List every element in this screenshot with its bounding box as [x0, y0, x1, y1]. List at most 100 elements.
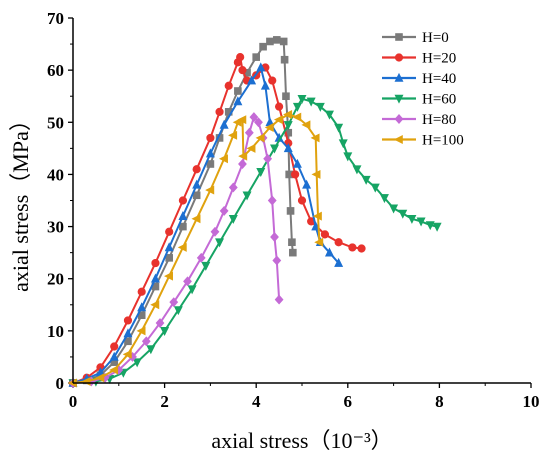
- data-point: [256, 168, 266, 177]
- data-point: [233, 96, 243, 106]
- x-tick-label: 10: [523, 392, 540, 411]
- data-point: [361, 175, 371, 185]
- data-point: [178, 196, 188, 205]
- data-point: [292, 158, 302, 168]
- data-point: [279, 37, 288, 46]
- data-point: [192, 179, 202, 189]
- data-point: [297, 196, 307, 205]
- data-point: [425, 221, 435, 231]
- data-point: [205, 148, 215, 158]
- series-4: [68, 95, 442, 389]
- data-point: [228, 130, 238, 140]
- series-6: [67, 109, 324, 388]
- data-point: [238, 66, 247, 75]
- data-point: [398, 209, 408, 219]
- legend-item: H=0: [382, 30, 449, 46]
- x-tick-label: 2: [160, 392, 169, 411]
- data-point: [177, 242, 187, 252]
- data-point: [150, 273, 160, 283]
- data-point: [219, 205, 229, 216]
- legend-marker: [395, 33, 403, 41]
- data-point: [291, 170, 300, 179]
- data-point: [244, 127, 254, 138]
- data-point: [280, 55, 289, 64]
- data-point: [267, 195, 277, 206]
- series-line: [72, 115, 281, 384]
- data-point: [110, 342, 119, 351]
- data-point: [370, 183, 380, 193]
- data-point: [310, 133, 320, 143]
- data-point: [247, 75, 257, 85]
- y-tick-label: 30: [47, 218, 64, 237]
- data-point: [268, 76, 277, 85]
- data-point: [137, 302, 147, 312]
- data-point: [297, 95, 307, 104]
- data-point: [183, 276, 192, 287]
- legend-label: H=60: [422, 92, 456, 108]
- data-point: [275, 102, 284, 111]
- data-point: [123, 316, 133, 325]
- data-point: [137, 287, 146, 296]
- legend-marker: [394, 94, 404, 104]
- legend-marker: [394, 114, 404, 124]
- data-point: [224, 81, 233, 90]
- data-point: [196, 252, 206, 263]
- y-tick-label: 40: [47, 165, 64, 184]
- tick-labels: 0 2 4 6 8 10 0 10 20 30 40 50 60 70: [47, 9, 540, 411]
- legend-item: H=80: [382, 112, 456, 128]
- data-point: [343, 152, 353, 162]
- series-5: [68, 112, 284, 388]
- data-point: [272, 255, 282, 266]
- data-point: [146, 345, 156, 355]
- data-point: [238, 159, 247, 169]
- y-tick-label: 70: [47, 9, 64, 28]
- data-point: [215, 238, 225, 248]
- data-point: [292, 112, 302, 122]
- data-point: [228, 182, 238, 193]
- data-point: [237, 115, 247, 125]
- data-point: [324, 247, 334, 257]
- legend-marker: [394, 53, 404, 62]
- data-point: [236, 53, 245, 62]
- x-tick-label: 8: [435, 392, 444, 411]
- data-point: [219, 119, 229, 129]
- data-point: [270, 232, 279, 242]
- data-point: [201, 261, 211, 271]
- legend-item: H=60: [382, 92, 456, 108]
- series-group: [67, 36, 442, 389]
- data-point: [389, 204, 399, 214]
- legend-marker: [394, 72, 404, 82]
- data-point: [141, 336, 151, 347]
- data-point: [312, 211, 322, 221]
- data-point: [254, 117, 263, 128]
- data-point: [259, 42, 267, 51]
- data-point: [215, 107, 224, 116]
- data-point: [160, 327, 170, 337]
- data-point: [314, 237, 324, 247]
- data-point: [255, 133, 265, 143]
- y-tick-label: 20: [47, 270, 64, 289]
- data-point: [334, 257, 344, 267]
- legend: H=0 H=20 H=40 H=60 H=80 H=100: [382, 30, 464, 149]
- data-point: [205, 185, 215, 195]
- data-point: [315, 102, 325, 112]
- data-point: [266, 37, 274, 46]
- data-point: [210, 226, 220, 237]
- data-point: [288, 238, 296, 247]
- data-point: [246, 143, 256, 153]
- data-point: [334, 123, 344, 133]
- data-point: [95, 373, 105, 383]
- data-point: [155, 318, 165, 328]
- data-point: [260, 80, 270, 90]
- data-point: [179, 222, 187, 231]
- legend-item: H=20: [382, 51, 456, 67]
- x-tick-label: 4: [252, 392, 261, 411]
- data-point: [320, 230, 330, 239]
- data-point: [109, 351, 119, 361]
- data-point: [150, 300, 160, 310]
- data-point: [234, 87, 242, 95]
- legend-marker: [393, 135, 403, 144]
- data-point: [242, 191, 252, 201]
- data-point: [192, 165, 201, 174]
- legend-label: H=40: [422, 71, 456, 87]
